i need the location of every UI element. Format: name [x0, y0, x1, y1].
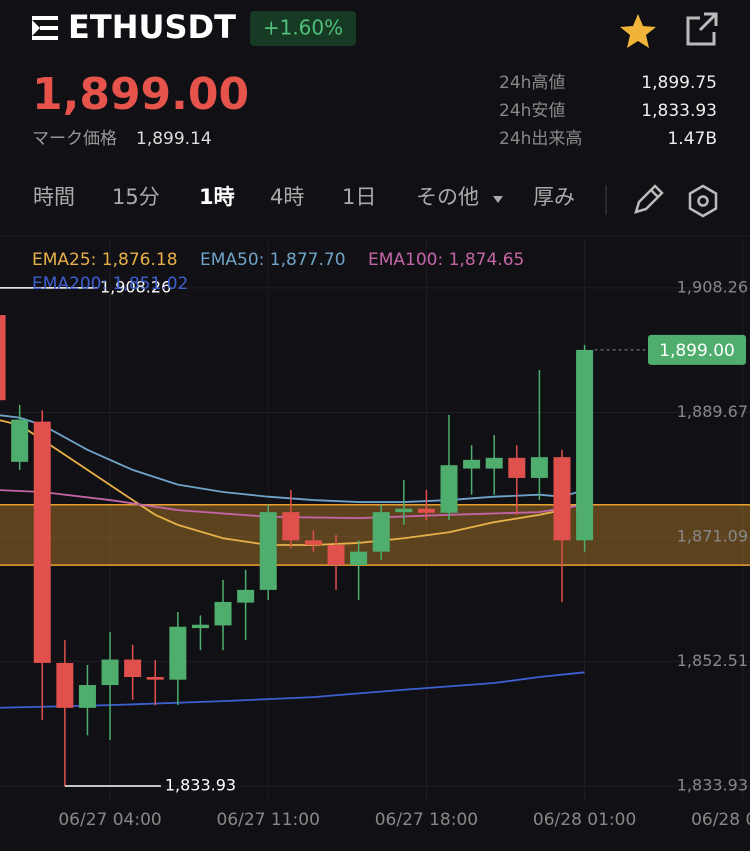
candle-body: [214, 601, 232, 626]
x-tick-label: 06/28 01:00: [533, 810, 636, 830]
legend-entry: EMA25: 1,876.18: [32, 250, 178, 270]
favorite-star[interactable]: [620, 14, 656, 48]
dropdown-arrow: [493, 196, 503, 203]
tab[interactable]: 15分: [112, 185, 160, 209]
x-tick-label: 06/27 04:00: [58, 810, 161, 830]
stat-value: 1,833.93: [641, 101, 717, 121]
ema-line: [0, 671, 585, 709]
last-price: 1,899.00: [32, 69, 249, 120]
candle-body: [508, 457, 526, 478]
legend-entry: EMA100: 1,874.65: [368, 250, 524, 270]
candle-body: [56, 662, 74, 708]
legend-entry: EMA200: 1,851.02: [32, 274, 188, 294]
y-tick-label: 1,852.51: [677, 651, 748, 670]
candle-body: [327, 544, 345, 566]
candle-body: [191, 624, 209, 629]
candle-body: [78, 685, 96, 708]
mark-label: マーク価格: [32, 129, 117, 149]
candle-body: [553, 457, 571, 541]
stat-value: 1,899.75: [641, 73, 717, 93]
y-tick-label: 1,833.93: [677, 776, 748, 795]
x-tick-label: 06/28 08:00: [691, 810, 750, 830]
candle-body: [33, 421, 51, 663]
x-tick-label: 06/27 18:00: [375, 810, 478, 830]
stat-label: 24h高値: [499, 73, 565, 93]
low-marker-label: 1,833.93: [165, 776, 236, 795]
tab[interactable]: 時間: [33, 185, 75, 209]
symbol: ETHUSDT: [68, 8, 236, 46]
mark-price: 1,899.14: [136, 129, 212, 149]
change-badge: [250, 11, 356, 46]
settings-icon[interactable]: [688, 184, 718, 218]
candle-body: [11, 419, 29, 462]
last-price-label: 1,899.00: [659, 341, 735, 361]
candle-body: [485, 457, 503, 469]
candle-body: [372, 512, 390, 552]
tab[interactable]: 1日: [342, 185, 376, 209]
share-icon[interactable]: [686, 12, 718, 46]
chart: 06/27 04:00 06/27 11:00 06/27 18:00 06/28 0…: [0, 238, 750, 830]
candle-body: [237, 589, 255, 603]
tab[interactable]: 4時: [270, 185, 304, 209]
tab[interactable]: 厚み: [533, 185, 575, 209]
candle-body: [0, 315, 6, 401]
y-tick-label: 1,871.09: [677, 526, 748, 545]
legend-entry: EMA50: 1,877.70: [200, 250, 346, 270]
stat-value: 1.47B: [667, 129, 717, 149]
candle-body: [282, 512, 300, 541]
candle-body: [124, 659, 142, 678]
stat-label: 24h安値: [499, 101, 565, 121]
y-tick-label: 1,889.67: [677, 402, 748, 421]
stat-label: 24h出来高: [499, 129, 582, 149]
candle-body: [417, 508, 435, 513]
change: +1.60%: [263, 16, 343, 40]
candle-body: [146, 677, 164, 680]
candle-body: [463, 459, 481, 469]
candle-body: [576, 349, 594, 541]
high-marker-label: 1,908.26: [100, 277, 171, 296]
candle-body: [259, 512, 277, 590]
tab[interactable]: 1時: [199, 185, 235, 209]
candle-body: [440, 465, 458, 513]
candle-body: [530, 457, 548, 478]
candle-body: [395, 508, 413, 513]
menu-icon[interactable]: [32, 16, 58, 40]
x-tick-label: 06/27 11:00: [217, 810, 320, 830]
last-price-box: [648, 334, 746, 365]
candle-body: [304, 540, 322, 545]
y-tick-label: 1,908.26: [677, 277, 748, 296]
pencil-icon[interactable]: [634, 184, 664, 214]
candle-body: [350, 551, 368, 566]
tab[interactable]: その他: [416, 185, 479, 209]
candle-body: [101, 659, 119, 686]
candle-body: [169, 626, 187, 680]
